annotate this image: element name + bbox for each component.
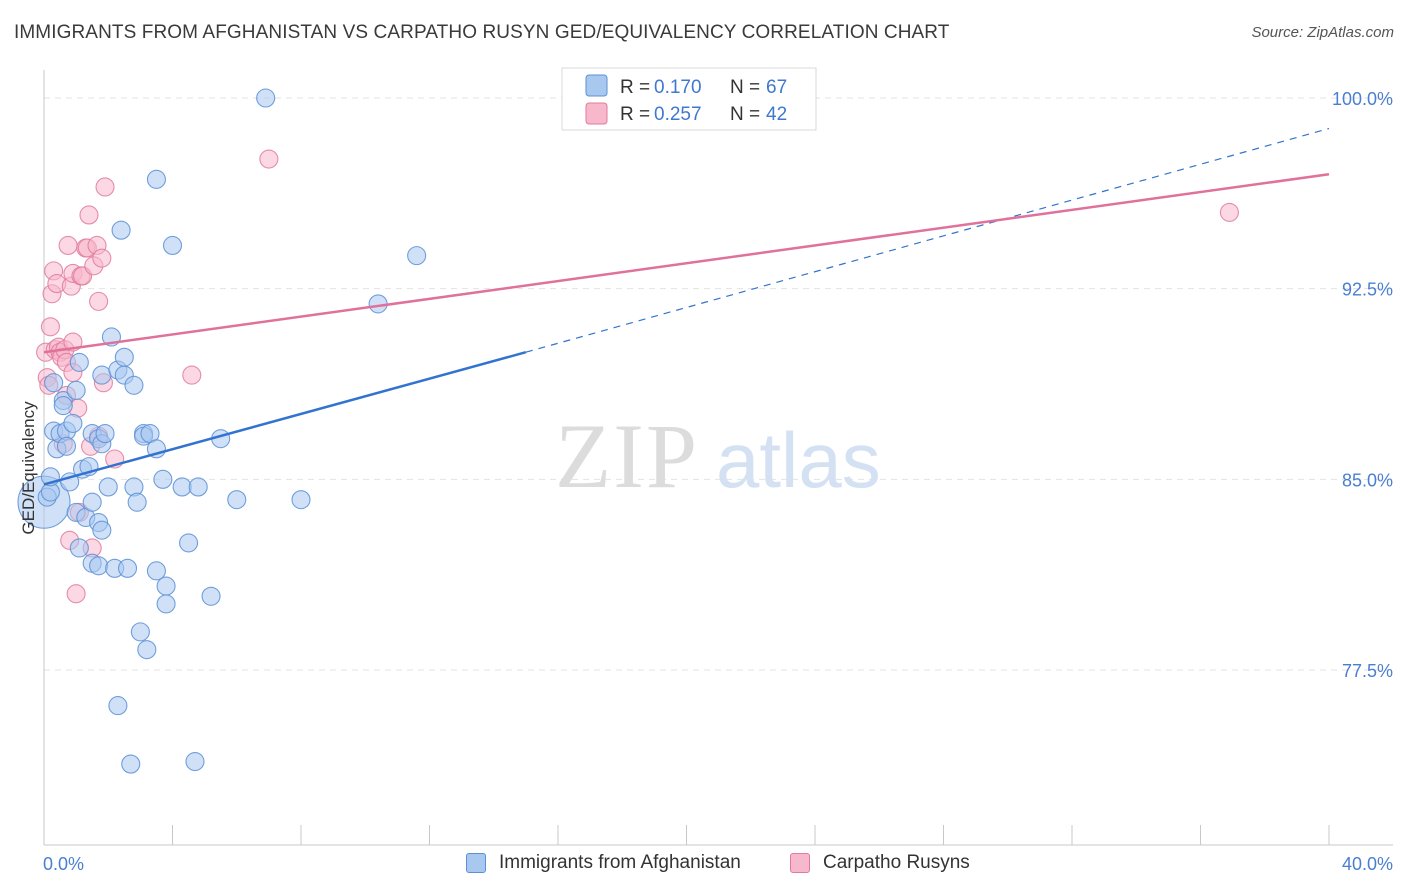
x-tick-label-max: 40.0% [1342, 854, 1393, 874]
data-point-afghanistan [185, 751, 205, 772]
data-point-afghanistan [89, 556, 109, 576]
data-point-afghanistan [69, 352, 89, 372]
data-point-afghanistan [53, 396, 73, 416]
data-point-afghanistan [92, 520, 112, 540]
legend-item-carpatho-rusyns: Carpatho Rusyns [790, 852, 970, 874]
data-point-carpatho-rusyns [66, 584, 86, 604]
data-point-afghanistan [201, 586, 221, 606]
data-point-carpatho-rusyns [89, 291, 109, 311]
stats-swatch-pink [585, 102, 608, 125]
data-point-afghanistan [156, 576, 176, 596]
data-point-afghanistan [188, 477, 208, 497]
data-point-afghanistan [127, 492, 147, 512]
trend-lines [43, 127, 1330, 486]
chart-title: IMMIGRANTS FROM AFGHANISTAN VS CARPATHO … [14, 22, 950, 43]
data-point-afghanistan [111, 220, 131, 240]
data-point-afghanistan [56, 436, 77, 456]
data-point-afghanistan [130, 622, 150, 642]
y-tick-label: 92.5% [1342, 280, 1393, 300]
data-point-afghanistan [92, 365, 112, 385]
trend-line-afghanistan [43, 351, 527, 486]
x-tick-label-min: 0.0% [43, 854, 84, 874]
y-tick-label: 100.0% [1332, 89, 1393, 109]
stats-r-label-blue: R = [620, 77, 650, 98]
y-tick-label: 77.5% [1342, 661, 1393, 681]
data-point-afghanistan [162, 235, 183, 255]
data-point-afghanistan [121, 754, 141, 774]
data-point-afghanistan [291, 490, 311, 510]
data-point-carpatho-rusyns [182, 365, 202, 385]
data-point-carpatho-rusyns [40, 317, 60, 337]
watermark-atlas: atlas [716, 416, 881, 504]
data-point-afghanistan [156, 594, 176, 614]
data-point-afghanistan [256, 88, 276, 108]
legend-swatch-carpatho-rusyns [790, 853, 810, 873]
data-point-afghanistan [66, 380, 86, 400]
legend-label-carpatho-rusyns: Carpatho Rusyns [823, 852, 970, 873]
tick-labels: 0.0% 40.0% 100.0% 92.5% 85.0% 77.5% [43, 89, 1393, 874]
data-point-afghanistan [146, 561, 166, 581]
data-point-afghanistan [95, 424, 115, 444]
stats-r-label-pink: R = [620, 104, 650, 125]
stats-legend: R = 0.170 N = 67 R = 0.257 N = 42 [561, 67, 817, 131]
data-point-carpatho-rusyns [79, 205, 99, 225]
data-point-carpatho-rusyns [95, 177, 115, 197]
data-points [17, 88, 1239, 774]
data-point-carpatho-rusyns [259, 149, 279, 169]
trend-line-carpatho-rusyns [43, 173, 1330, 354]
data-point-afghanistan [137, 640, 157, 660]
stats-n-label-pink: N = [730, 104, 760, 125]
watermark-zip: ZIP [555, 405, 699, 507]
trend-line-afghanistan-extension [525, 127, 1330, 353]
data-point-afghanistan [227, 490, 247, 510]
y-tick-label: 85.0% [1342, 470, 1393, 490]
legend-label-afghanistan: Immigrants from Afghanistan [499, 852, 741, 873]
grid-lines [44, 97, 1393, 671]
legend-swatch-afghanistan [466, 853, 486, 873]
data-point-carpatho-rusyns [58, 235, 78, 255]
data-point-carpatho-rusyns [1219, 202, 1239, 222]
data-point-afghanistan [69, 538, 89, 558]
stats-n-value-blue: 67 [766, 77, 787, 98]
stats-swatch-blue [585, 74, 608, 97]
data-point-afghanistan [44, 373, 64, 393]
data-point-afghanistan [117, 558, 138, 578]
data-point-afghanistan [63, 413, 83, 433]
data-point-carpatho-rusyns [92, 248, 112, 268]
data-point-afghanistan [407, 246, 427, 266]
stats-n-value-pink: 42 [766, 104, 787, 125]
data-point-afghanistan [172, 477, 192, 497]
y-axis-label: GED/Equivalency [19, 401, 38, 535]
source-credit: Source: ZipAtlas.com [1251, 24, 1394, 41]
data-point-afghanistan [114, 347, 134, 367]
data-point-afghanistan [82, 492, 102, 512]
data-point-afghanistan [98, 477, 118, 497]
stats-r-value-blue: 0.170 [654, 77, 702, 98]
axes [43, 70, 1393, 846]
data-point-afghanistan [179, 533, 199, 553]
data-point-afghanistan [124, 375, 144, 395]
data-point-afghanistan [153, 469, 173, 489]
legend-item-afghanistan: Immigrants from Afghanistan [466, 852, 741, 874]
watermark: ZIP atlas [555, 405, 881, 507]
stats-r-value-pink: 0.257 [654, 104, 702, 125]
series-legend: Immigrants from Afghanistan Carpatho Rus… [0, 852, 1406, 878]
stats-n-label-blue: N = [730, 77, 760, 98]
data-point-afghanistan [146, 169, 166, 189]
data-point-afghanistan [108, 696, 128, 716]
